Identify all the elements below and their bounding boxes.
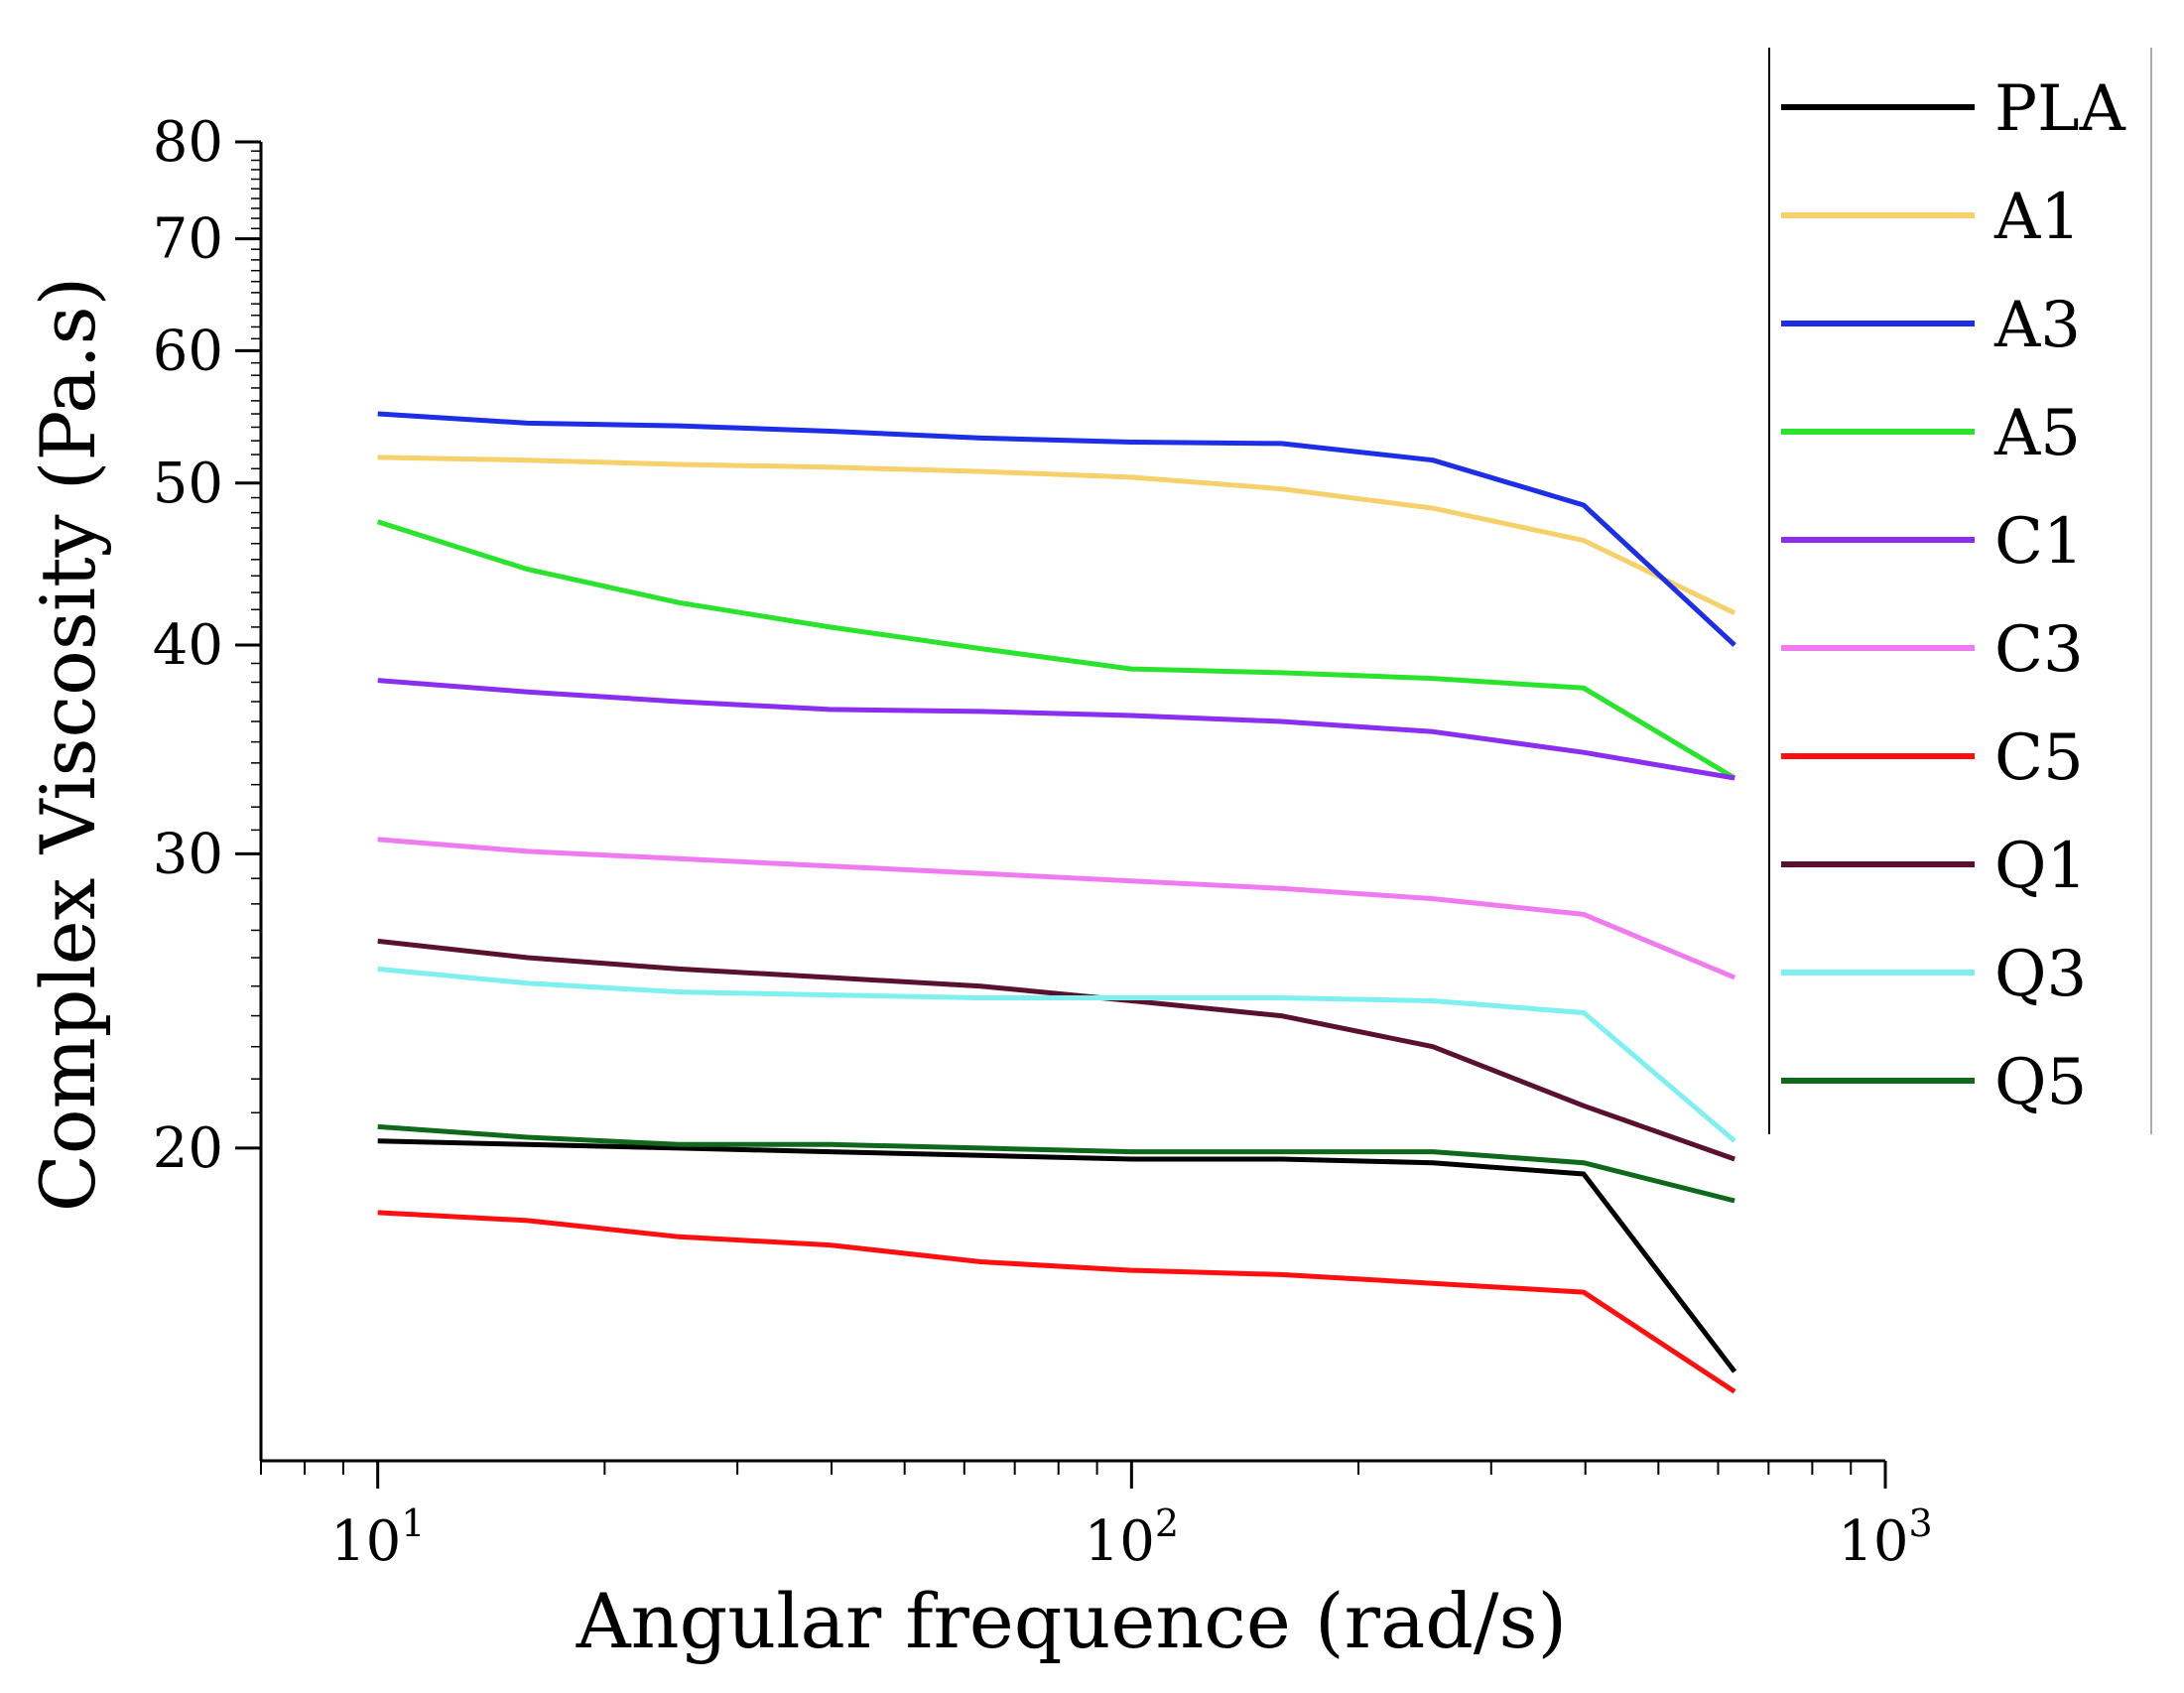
y-tick-label: 20 bbox=[153, 1116, 223, 1181]
series-line-pla bbox=[377, 1138, 1737, 1373]
series-line-q5 bbox=[377, 1123, 1735, 1204]
x-tick-label: 103 bbox=[1838, 1501, 1932, 1574]
x-tick-label: 102 bbox=[1085, 1501, 1179, 1574]
y-tick-label: 50 bbox=[153, 452, 223, 516]
y-tick-label: 30 bbox=[153, 822, 223, 886]
legend-label-a3: A3 bbox=[1993, 289, 2081, 362]
y-axis-title: Complex Viscosity (Pa.s) bbox=[24, 277, 112, 1213]
legend: PLA A1 A3 A5 C1 C3 C5 Q1 Q3 Q5 bbox=[1768, 48, 2152, 1134]
series-line-a3 bbox=[377, 411, 1736, 647]
series-line-c3 bbox=[377, 837, 1736, 980]
y-tick-label: 80 bbox=[153, 110, 223, 175]
series-line-a1 bbox=[377, 455, 1736, 616]
series-layer bbox=[376, 411, 1737, 1394]
series-line-c1 bbox=[377, 678, 1735, 781]
y-tick-label: 40 bbox=[153, 613, 223, 678]
y-tick-label: 70 bbox=[153, 207, 223, 272]
legend-label-pla: PLA bbox=[1994, 72, 2126, 146]
axes: 20 30 40 50 60 70 80 101 102 103 bbox=[153, 110, 1933, 1574]
series-line-q1 bbox=[377, 938, 1735, 1162]
legend-label-c5: C5 bbox=[1994, 721, 2084, 795]
x-tick-label: 101 bbox=[330, 1501, 425, 1574]
legend-label-a5: A5 bbox=[1993, 397, 2081, 470]
legend-label-q3: Q3 bbox=[1994, 938, 2087, 1011]
legend-label-c3: C3 bbox=[1994, 613, 2084, 687]
series-line-c5 bbox=[377, 1210, 1736, 1394]
y-tick-label: 60 bbox=[153, 319, 223, 383]
legend-label-a1: A1 bbox=[1993, 181, 2081, 254]
legend-label-q5: Q5 bbox=[1994, 1046, 2087, 1119]
legend-label-c1: C1 bbox=[1994, 505, 2084, 579]
series-line-q3 bbox=[377, 966, 1736, 1143]
legend-label-q1: Q1 bbox=[1994, 830, 2087, 903]
series-line-a5 bbox=[376, 519, 1736, 781]
x-axis-title: Angular frequence (rad/s) bbox=[576, 1577, 1567, 1665]
